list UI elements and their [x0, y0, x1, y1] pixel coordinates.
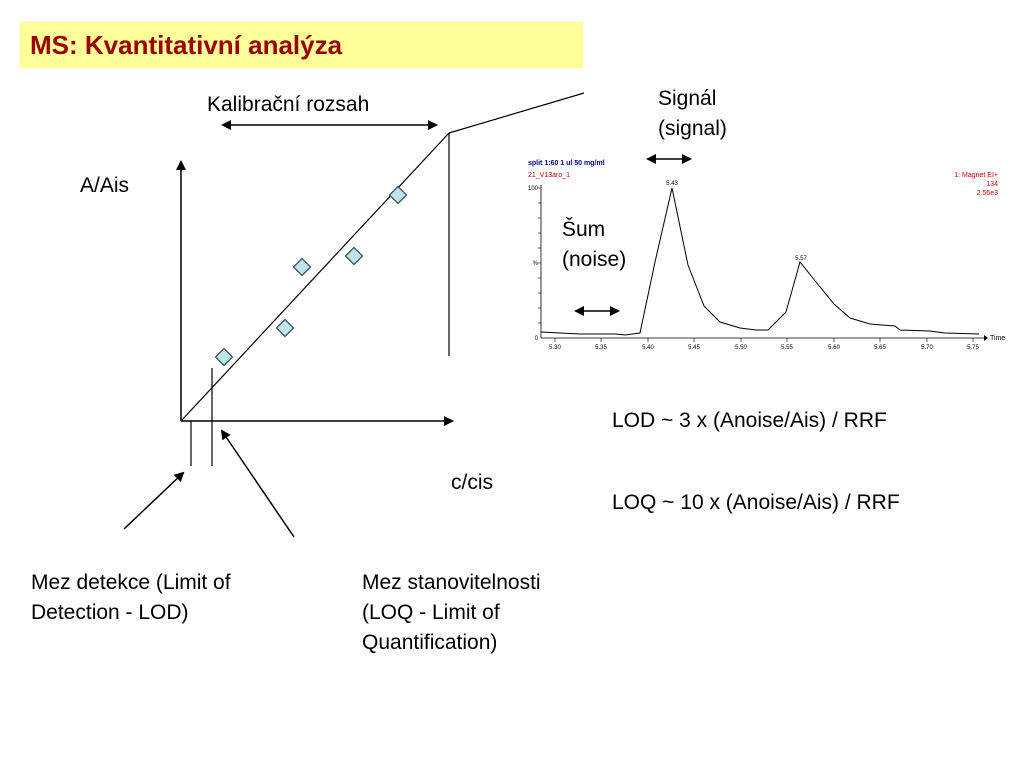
lod-formula: LOD ~ 3 x (Anoise/Ais) / RRF [612, 409, 887, 432]
loq-desc-line3: Quantification) [362, 631, 498, 654]
x-tick-label: 5.60 [828, 345, 840, 351]
chromatogram-mass: 134 [986, 181, 998, 188]
x-tick-label: 5.50 [735, 345, 747, 351]
chromatogram-mode: 1: Magnet EI+ [954, 172, 998, 179]
chromatogram: split 1:60 1 ul 50 mg/ml 21_V13aro_1 1: … [528, 160, 1005, 351]
noise-label-line2: (noise) [562, 248, 627, 271]
noise-label: Šum (noise) [562, 215, 626, 275]
chromatogram-y-ticks [538, 187, 541, 324]
chromatogram-sample: 21_V13aro_1 [528, 172, 570, 179]
chromatogram-y-mid-label: % [533, 261, 539, 267]
peak2-label: 5.57 [795, 256, 807, 262]
chromatogram-intensity: 2.56e3 [977, 190, 999, 197]
x-tick-label: 5.45 [688, 345, 700, 351]
noise-label-line1: Šum [562, 218, 606, 241]
chromatogram-time-label: Time [990, 335, 1005, 342]
chromatogram-x-ticks [554, 338, 974, 342]
loq-formula: LOQ ~ 10 x (Anoise/Ais) / RRF [612, 491, 900, 514]
title-banner: MS: Kvantitativní analýza [20, 22, 583, 68]
calibration-line [180, 132, 450, 422]
lod-pointer-arrow [123, 471, 185, 530]
lod-description: Mez detekce (Limit of Detection - LOD) [31, 568, 231, 628]
data-point-marker [214, 347, 234, 367]
signal-label-line2: (signal) [658, 117, 727, 140]
peak1-label: 5.43 [666, 181, 678, 187]
signal-label: Signál (signal) [658, 84, 727, 144]
loq-description: Mez stanovitelnosti (LOQ - Limit of Quan… [362, 568, 541, 658]
data-point-marker [388, 185, 408, 205]
x-tick-label: 5.65 [874, 345, 886, 351]
calibration-range-label: Kalibrační rozsah [207, 93, 370, 116]
data-point-marker [292, 257, 312, 277]
loq-desc-line2: (LOQ - Limit of [362, 601, 500, 624]
x-tick-label: 5.55 [781, 345, 793, 351]
y-axis-label: A/Ais [80, 174, 130, 197]
x-tick-label: 5.70 [921, 345, 933, 351]
lod-desc-line1: Mez detekce (Limit of [31, 571, 231, 594]
x-axis-label: c/cis [451, 471, 493, 494]
chromatogram-y-zero-label: 0 [535, 336, 539, 342]
data-point-marker [344, 246, 364, 266]
loq-desc-line1: Mez stanovitelnosti [362, 571, 541, 594]
x-tick-label: 5.35 [595, 345, 607, 351]
x-tick-label: 5.30 [549, 345, 561, 351]
data-point-marker [275, 318, 295, 338]
x-tick-label: 5.40 [642, 345, 654, 351]
loq-pointer-arrow [220, 429, 295, 538]
saturation-line [448, 92, 585, 134]
time-axis-arrow [984, 335, 988, 341]
page-title: MS: Kvantitativní analýza [30, 29, 343, 60]
chromatogram-header: split 1:60 1 ul 50 mg/ml [528, 160, 605, 167]
calibration-points [214, 185, 408, 367]
signal-label-line1: Signál [658, 87, 717, 110]
chromatogram-y-top-label: 100 [528, 186, 539, 192]
chromatogram-trace [540, 187, 980, 336]
x-tick-label: 5.75 [967, 345, 979, 351]
lod-desc-line2: Detection - LOD) [31, 601, 189, 624]
